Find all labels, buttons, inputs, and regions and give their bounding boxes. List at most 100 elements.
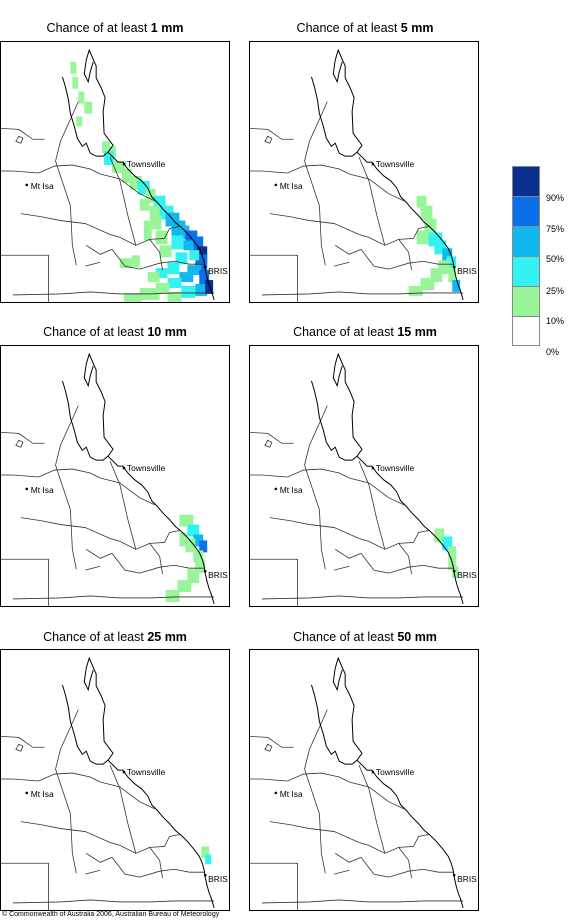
- city-marker: [274, 791, 278, 795]
- probability-cell: [149, 215, 162, 230]
- rainfall-map: Townsville Mt Isa BRIS: [1, 48, 228, 302]
- region-boundary: [349, 173, 404, 202]
- region-boundary: [100, 173, 155, 202]
- probability-cell: [175, 252, 188, 265]
- probability-cell: [452, 566, 459, 579]
- probability-cell: [165, 590, 180, 602]
- region-boundary: [100, 781, 155, 810]
- probability-cell: [102, 141, 111, 154]
- region-boundary: [334, 869, 350, 875]
- probability-cell: [199, 270, 210, 290]
- region-boundary: [261, 595, 464, 600]
- city-marker: [203, 569, 207, 573]
- region-boundary: [20, 821, 165, 854]
- region-boundary: [250, 862, 298, 910]
- probability-cell: [147, 272, 160, 283]
- probability-cell: [139, 198, 150, 211]
- region-boundary: [12, 899, 215, 904]
- region-boundary: [1, 558, 49, 606]
- probability-cell: [187, 524, 200, 537]
- coastline: [310, 48, 464, 301]
- probability-cell: [121, 169, 132, 183]
- probability-cell: [416, 195, 427, 208]
- region-boundary: [1, 431, 45, 444]
- place-label-mt-isa: Mt Isa: [31, 181, 54, 191]
- legend: [512, 166, 540, 346]
- probability-cell: [408, 286, 423, 296]
- city-marker: [274, 487, 278, 491]
- city-marker: [25, 791, 29, 795]
- region-boundary: [109, 460, 137, 550]
- probability-cell: [187, 569, 200, 584]
- region-boundary: [1, 254, 49, 302]
- region-boundary: [261, 468, 350, 479]
- region-boundary: [250, 254, 298, 302]
- probability-cell: [430, 268, 443, 283]
- city-marker: [452, 265, 456, 269]
- probability-cell: [153, 195, 166, 211]
- probability-cell: [167, 291, 182, 302]
- probability-cell: [201, 846, 210, 859]
- region-boundary: [86, 549, 205, 574]
- region-boundary: [250, 431, 294, 444]
- probability-cell: [76, 116, 83, 127]
- probability-cell: [438, 260, 451, 275]
- place-label-townsville: Townsville: [127, 159, 166, 169]
- coastline: [61, 352, 215, 605]
- rainfall-map: Townsville Mt Isa BRIS: [250, 656, 477, 910]
- region-boundary: [149, 847, 163, 879]
- coastline: [61, 48, 215, 301]
- place-label-brisbane: BRIS: [208, 874, 228, 884]
- region-boundary: [149, 543, 163, 575]
- region-boundary: [335, 549, 454, 574]
- region-boundary: [85, 565, 101, 571]
- legend-label-25: 25%: [546, 286, 565, 296]
- probability-cell: [179, 514, 194, 527]
- probability-cell: [155, 268, 168, 279]
- city-marker: [371, 466, 375, 470]
- probability-cell: [155, 230, 168, 245]
- region-boundary: [261, 291, 464, 296]
- probability-cell: [446, 256, 457, 269]
- region-boundary: [15, 743, 24, 752]
- region-boundary: [85, 261, 101, 267]
- region-boundary: [264, 135, 273, 144]
- legend-swatch-25: [512, 256, 540, 286]
- city-marker: [122, 770, 126, 774]
- probability-cell: [155, 283, 170, 293]
- region-boundary: [304, 405, 328, 570]
- probability-cell: [193, 550, 204, 563]
- probability-cell: [129, 175, 142, 190]
- region-boundary: [413, 530, 429, 543]
- legend-swatch-90: [512, 166, 540, 196]
- probability-cell: [167, 278, 182, 288]
- region-boundary: [55, 405, 79, 570]
- place-label-mt-isa: Mt Isa: [280, 485, 303, 495]
- city-marker: [203, 265, 207, 269]
- legend-swatch-50: [512, 226, 540, 256]
- legend-swatch-0: [512, 316, 540, 346]
- probability-cell: [195, 559, 206, 574]
- region-boundary: [86, 853, 205, 878]
- probability-cell: [104, 151, 115, 166]
- region-boundary: [398, 543, 412, 575]
- panel-title-5mm: Chance of at least 5 mm: [296, 21, 434, 35]
- rainfall-map: Townsville Mt Isa BRIS: [1, 352, 228, 606]
- coastline: [61, 656, 215, 909]
- region-boundary: [15, 135, 24, 144]
- probability-cell: [167, 262, 180, 275]
- region-boundary: [100, 477, 155, 506]
- probability-cell: [193, 236, 204, 251]
- region-boundary: [1, 127, 45, 140]
- region-boundary: [413, 226, 429, 239]
- region-boundary: [358, 156, 386, 246]
- legend-swatch-75: [512, 196, 540, 226]
- place-label-mt-isa: Mt Isa: [31, 789, 54, 799]
- city-marker: [25, 183, 29, 187]
- panel-title-50mm: Chance of at least 50 mm: [293, 630, 437, 644]
- region-boundary: [109, 156, 137, 246]
- legend-label-75: 75%: [546, 224, 565, 234]
- probability-cell: [205, 854, 212, 865]
- probability-cell: [193, 534, 204, 547]
- region-boundary: [335, 245, 454, 270]
